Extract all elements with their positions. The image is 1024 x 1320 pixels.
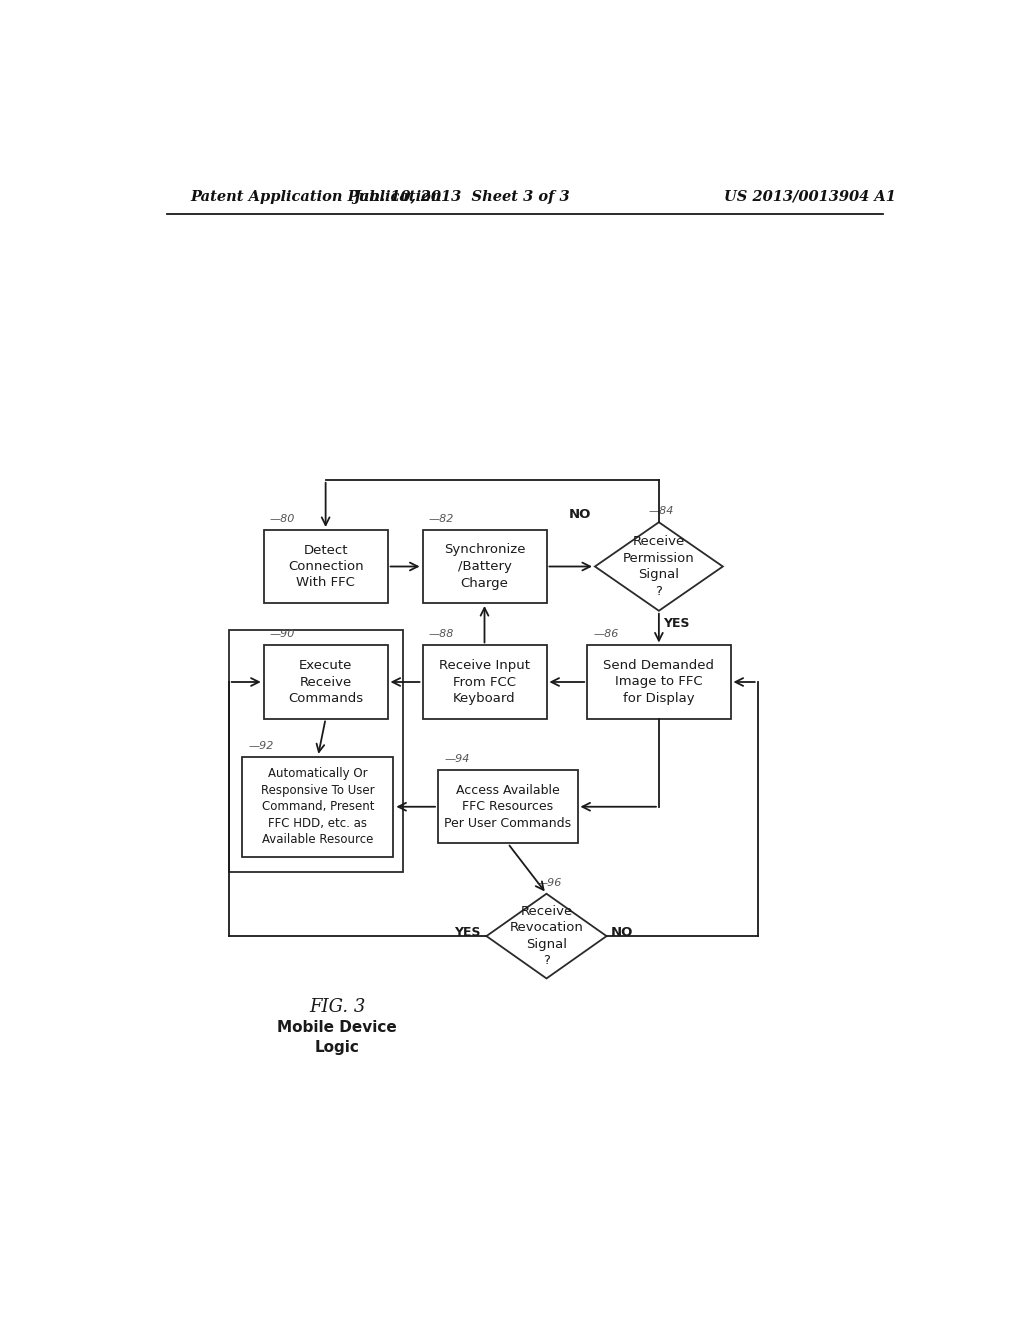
- Text: —94: —94: [444, 754, 470, 764]
- Text: Detect
Connection
With FFC: Detect Connection With FFC: [288, 544, 364, 590]
- Text: —82: —82: [429, 513, 454, 524]
- Text: —80: —80: [270, 513, 295, 524]
- Bar: [438, 770, 578, 843]
- Text: Receive
Permission
Signal
?: Receive Permission Signal ?: [623, 535, 694, 598]
- Bar: [263, 529, 388, 603]
- Text: —96: —96: [537, 878, 562, 887]
- Polygon shape: [595, 523, 723, 611]
- Text: Receive
Revocation
Signal
?: Receive Revocation Signal ?: [510, 904, 584, 968]
- Text: Synchronize
/Battery
Charge: Synchronize /Battery Charge: [443, 544, 525, 590]
- Text: FIG. 3: FIG. 3: [309, 998, 366, 1016]
- Text: Mobile Device
Logic: Mobile Device Logic: [278, 1020, 397, 1055]
- Text: —92: —92: [249, 741, 273, 751]
- Text: —86: —86: [593, 630, 618, 639]
- Text: Automatically Or
Responsive To User
Command, Present
FFC HDD, etc. as
Available : Automatically Or Responsive To User Comm…: [261, 767, 375, 846]
- Text: YES: YES: [454, 925, 480, 939]
- Bar: [587, 645, 730, 718]
- Polygon shape: [486, 894, 606, 978]
- Text: —88: —88: [429, 630, 454, 639]
- Text: Patent Application Publication: Patent Application Publication: [190, 190, 441, 203]
- Text: US 2013/0013904 A1: US 2013/0013904 A1: [724, 190, 896, 203]
- Text: YES: YES: [663, 616, 689, 630]
- Text: Access Available
FFC Resources
Per User Commands: Access Available FFC Resources Per User …: [444, 784, 571, 830]
- Bar: [423, 529, 547, 603]
- Bar: [263, 645, 388, 718]
- Bar: [423, 645, 547, 718]
- Text: NO: NO: [610, 925, 633, 939]
- Text: NO: NO: [568, 508, 591, 520]
- Text: —84: —84: [648, 506, 674, 516]
- Text: Jan. 10, 2013  Sheet 3 of 3: Jan. 10, 2013 Sheet 3 of 3: [353, 190, 569, 203]
- Bar: [243, 756, 393, 857]
- Text: Receive Input
From FCC
Keyboard: Receive Input From FCC Keyboard: [439, 659, 530, 705]
- Text: Send Demanded
Image to FFC
for Display: Send Demanded Image to FFC for Display: [603, 659, 715, 705]
- Bar: [228, 630, 403, 873]
- Text: —90: —90: [270, 630, 295, 639]
- Text: Execute
Receive
Commands: Execute Receive Commands: [288, 659, 364, 705]
